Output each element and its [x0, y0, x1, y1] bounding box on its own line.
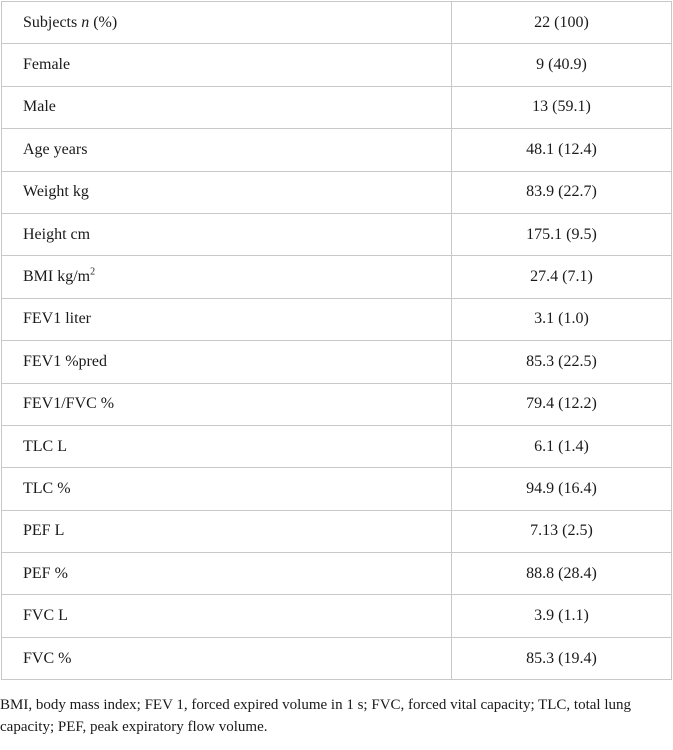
table-row: Female 9 (40.9) — [1, 43, 672, 87]
table-row: BMI kg/m2 27.4 (7.1) — [1, 255, 672, 299]
table-row: Age years 48.1 (12.4) — [1, 128, 672, 172]
table-row: Height cm 175.1 (9.5) — [1, 212, 672, 257]
characteristics-table: Subjects n (%) 22 (100) Female 9 (40.9) … — [1, 0, 672, 681]
row-label: Height cm — [1, 212, 452, 257]
row-label: BMI kg/m2 — [1, 255, 452, 299]
row-label: TLC % — [1, 467, 452, 511]
table-footnote: BMI, body mass index; FEV 1, forced expi… — [0, 697, 632, 735]
characteristics-table-container: Subjects n (%) 22 (100) Female 9 (40.9) … — [1, 0, 672, 681]
row-label: FVC % — [1, 636, 452, 681]
table-row: TLC L 6.1 (1.4) — [1, 424, 672, 469]
table-row: PEF % 88.8 (28.4) — [1, 552, 672, 596]
row-label: TLC L — [1, 424, 452, 469]
row-label-text: Subjects — [23, 13, 82, 31]
table-row: TLC % 94.9 (16.4) — [1, 467, 672, 511]
table-row: FEV1/FVC % 79.4 (12.2) — [1, 382, 672, 426]
table-body: Subjects n (%) 22 (100) Female 9 (40.9) … — [1, 0, 672, 681]
row-label-superscript: 2 — [90, 266, 96, 278]
row-label-text: BMI kg/m — [23, 268, 91, 286]
row-value: 7.13 (2.5) — [451, 509, 672, 554]
row-label: FEV1/FVC % — [1, 382, 452, 426]
row-value: 79.4 (12.2) — [451, 382, 672, 426]
row-value: 22 (100) — [451, 0, 672, 45]
row-value: 27.4 (7.1) — [451, 255, 672, 299]
table-row: FEV1 liter 3.1 (1.0) — [1, 297, 672, 342]
table-row: Male 13 (59.1) — [1, 85, 672, 130]
row-label: FEV1 %pred — [1, 340, 452, 384]
row-value: 85.3 (19.4) — [451, 636, 672, 681]
table-row: Subjects n (%) 22 (100) — [1, 0, 672, 45]
row-label-italic: n — [81, 13, 90, 31]
row-value: 3.1 (1.0) — [451, 297, 672, 342]
row-value: 6.1 (1.4) — [451, 424, 672, 469]
row-value: 88.8 (28.4) — [451, 552, 672, 596]
row-value: 94.9 (16.4) — [451, 467, 672, 511]
row-value: 175.1 (9.5) — [451, 212, 672, 257]
table-row: FVC % 85.3 (19.4) — [1, 636, 672, 681]
row-label: Male — [1, 85, 452, 130]
row-label: PEF % — [1, 552, 452, 596]
table-row: PEF L 7.13 (2.5) — [1, 509, 672, 554]
row-label: Weight kg — [1, 170, 452, 214]
table-row: FEV1 %pred 85.3 (22.5) — [1, 340, 672, 384]
row-label: Age years — [1, 128, 452, 172]
row-value: 83.9 (22.7) — [451, 170, 672, 214]
row-label: FEV1 liter — [1, 297, 452, 342]
row-label-suffix: (%) — [89, 13, 118, 31]
row-value: 13 (59.1) — [451, 85, 672, 130]
row-value: 85.3 (22.5) — [451, 340, 672, 384]
row-value: 9 (40.9) — [451, 43, 672, 87]
row-label: PEF L — [1, 509, 452, 554]
table-row: FVC L 3.9 (1.1) — [1, 594, 672, 638]
row-label: Subjects n (%) — [1, 0, 452, 45]
row-value: 3.9 (1.1) — [451, 594, 672, 638]
row-value: 48.1 (12.4) — [451, 128, 672, 172]
table-row: Weight kg 83.9 (22.7) — [1, 170, 672, 214]
row-label: Female — [1, 43, 452, 87]
row-label: FVC L — [1, 594, 452, 638]
